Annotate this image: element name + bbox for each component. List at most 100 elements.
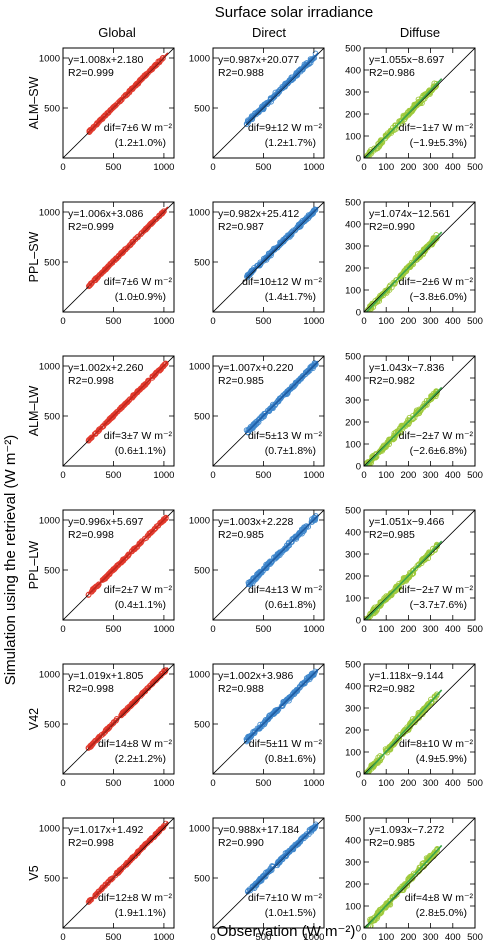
panel-frame bbox=[363, 817, 476, 929]
y-tick-label: 1000 bbox=[39, 824, 60, 835]
data-point bbox=[123, 862, 130, 868]
data-point bbox=[246, 271, 253, 278]
data-point bbox=[301, 525, 308, 531]
data-point bbox=[86, 436, 93, 443]
x-tick-label: 400 bbox=[445, 470, 461, 481]
data-point bbox=[259, 413, 265, 419]
r-squared-label: R2=0.986 bbox=[369, 67, 415, 79]
x-tick-label: 0 bbox=[60, 624, 65, 635]
data-point bbox=[148, 530, 154, 536]
y-tick-label: 300 bbox=[345, 858, 361, 869]
x-tick-label: 100 bbox=[378, 470, 394, 481]
panel-frame bbox=[363, 509, 476, 621]
panel-frame bbox=[62, 663, 175, 775]
data-point bbox=[415, 712, 421, 719]
data-point bbox=[414, 255, 421, 261]
data-point bbox=[117, 98, 123, 104]
difference-percent: (0.4±1.1%) bbox=[115, 599, 166, 611]
data-point bbox=[147, 837, 154, 843]
data-point bbox=[141, 535, 148, 542]
data-point bbox=[109, 104, 116, 111]
data-point bbox=[113, 101, 120, 108]
panel-frame bbox=[212, 201, 325, 313]
x-tick-label: 500 bbox=[106, 624, 122, 635]
data-point bbox=[85, 744, 92, 751]
data-point bbox=[114, 255, 120, 262]
data-point bbox=[120, 93, 127, 100]
y-tick-label: 500 bbox=[44, 104, 60, 115]
data-point bbox=[280, 392, 287, 399]
y-tick-label: 400 bbox=[345, 66, 361, 77]
data-point bbox=[391, 893, 398, 900]
r-squared-label: R2=0.985 bbox=[369, 529, 415, 541]
data-point bbox=[102, 883, 108, 889]
data-point bbox=[384, 747, 390, 753]
data-point bbox=[152, 62, 158, 68]
panel-0-2: 0 100 200 300 400 500 0 100 200 300 400 500 y=1.055x… bbox=[345, 44, 483, 174]
x-tick-label: 200 bbox=[400, 778, 416, 789]
difference-label: dif=9±12 W m⁻² bbox=[248, 122, 323, 134]
y-tick-label: 0 bbox=[356, 616, 361, 627]
y-tick-label: 200 bbox=[345, 572, 361, 583]
data-point bbox=[142, 688, 149, 695]
panel-frame bbox=[62, 817, 175, 929]
difference-percent: (1.9±1.1%) bbox=[115, 907, 166, 919]
y-tick-label: 400 bbox=[345, 528, 361, 539]
data-point bbox=[434, 389, 441, 395]
data-point bbox=[155, 367, 162, 374]
data-point bbox=[118, 711, 125, 718]
data-point bbox=[109, 413, 116, 420]
y-tick-label: 0 bbox=[356, 462, 361, 473]
data-point bbox=[374, 296, 381, 302]
y-tick-label: 400 bbox=[345, 682, 361, 693]
data-point bbox=[127, 857, 133, 864]
x-tick-label: 0 bbox=[361, 162, 366, 173]
data-point bbox=[258, 568, 265, 575]
data-point bbox=[368, 918, 375, 924]
data-point bbox=[133, 850, 140, 857]
x-tick-label: 300 bbox=[423, 778, 439, 789]
data-point bbox=[254, 109, 261, 116]
x-tick-label: 1000 bbox=[153, 162, 174, 173]
panel-frame bbox=[62, 355, 175, 467]
difference-label: dif=4±13 W m⁻² bbox=[248, 584, 323, 596]
data-point bbox=[92, 737, 99, 744]
x-tick-label: 200 bbox=[400, 162, 416, 173]
data-point bbox=[378, 292, 385, 299]
regression-equation: y=1.003x+2.228 bbox=[218, 516, 293, 528]
data-point bbox=[404, 111, 411, 117]
r-squared-label: R2=0.988 bbox=[218, 683, 264, 695]
data-point bbox=[137, 540, 144, 547]
data-point bbox=[293, 688, 299, 695]
data-point bbox=[393, 738, 399, 745]
panel-frame bbox=[212, 817, 325, 929]
x-tick-label: 500 bbox=[256, 624, 272, 635]
regression-equation: y=0.996x+5.697 bbox=[68, 516, 143, 528]
data-point bbox=[295, 378, 302, 385]
data-point bbox=[143, 71, 149, 77]
row-label: PPL–SW bbox=[27, 231, 41, 282]
data-point bbox=[118, 250, 125, 256]
data-point bbox=[269, 558, 276, 565]
fit-line bbox=[245, 206, 319, 278]
panel-frame bbox=[212, 355, 325, 467]
data-point bbox=[385, 592, 392, 599]
fit-line bbox=[364, 540, 443, 620]
y-tick-label: 100 bbox=[345, 748, 361, 759]
data-point bbox=[157, 366, 164, 373]
data-point bbox=[285, 543, 291, 549]
data-point bbox=[285, 232, 292, 238]
data-point bbox=[304, 831, 310, 837]
data-point bbox=[416, 99, 422, 106]
data-point bbox=[420, 557, 427, 564]
data-point bbox=[281, 236, 288, 242]
difference-percent: (2.8±5.0%) bbox=[416, 907, 467, 919]
data-point bbox=[245, 119, 252, 126]
data-point bbox=[125, 552, 132, 559]
data-point bbox=[160, 54, 166, 61]
data-point bbox=[134, 388, 141, 394]
data-point bbox=[297, 530, 304, 536]
